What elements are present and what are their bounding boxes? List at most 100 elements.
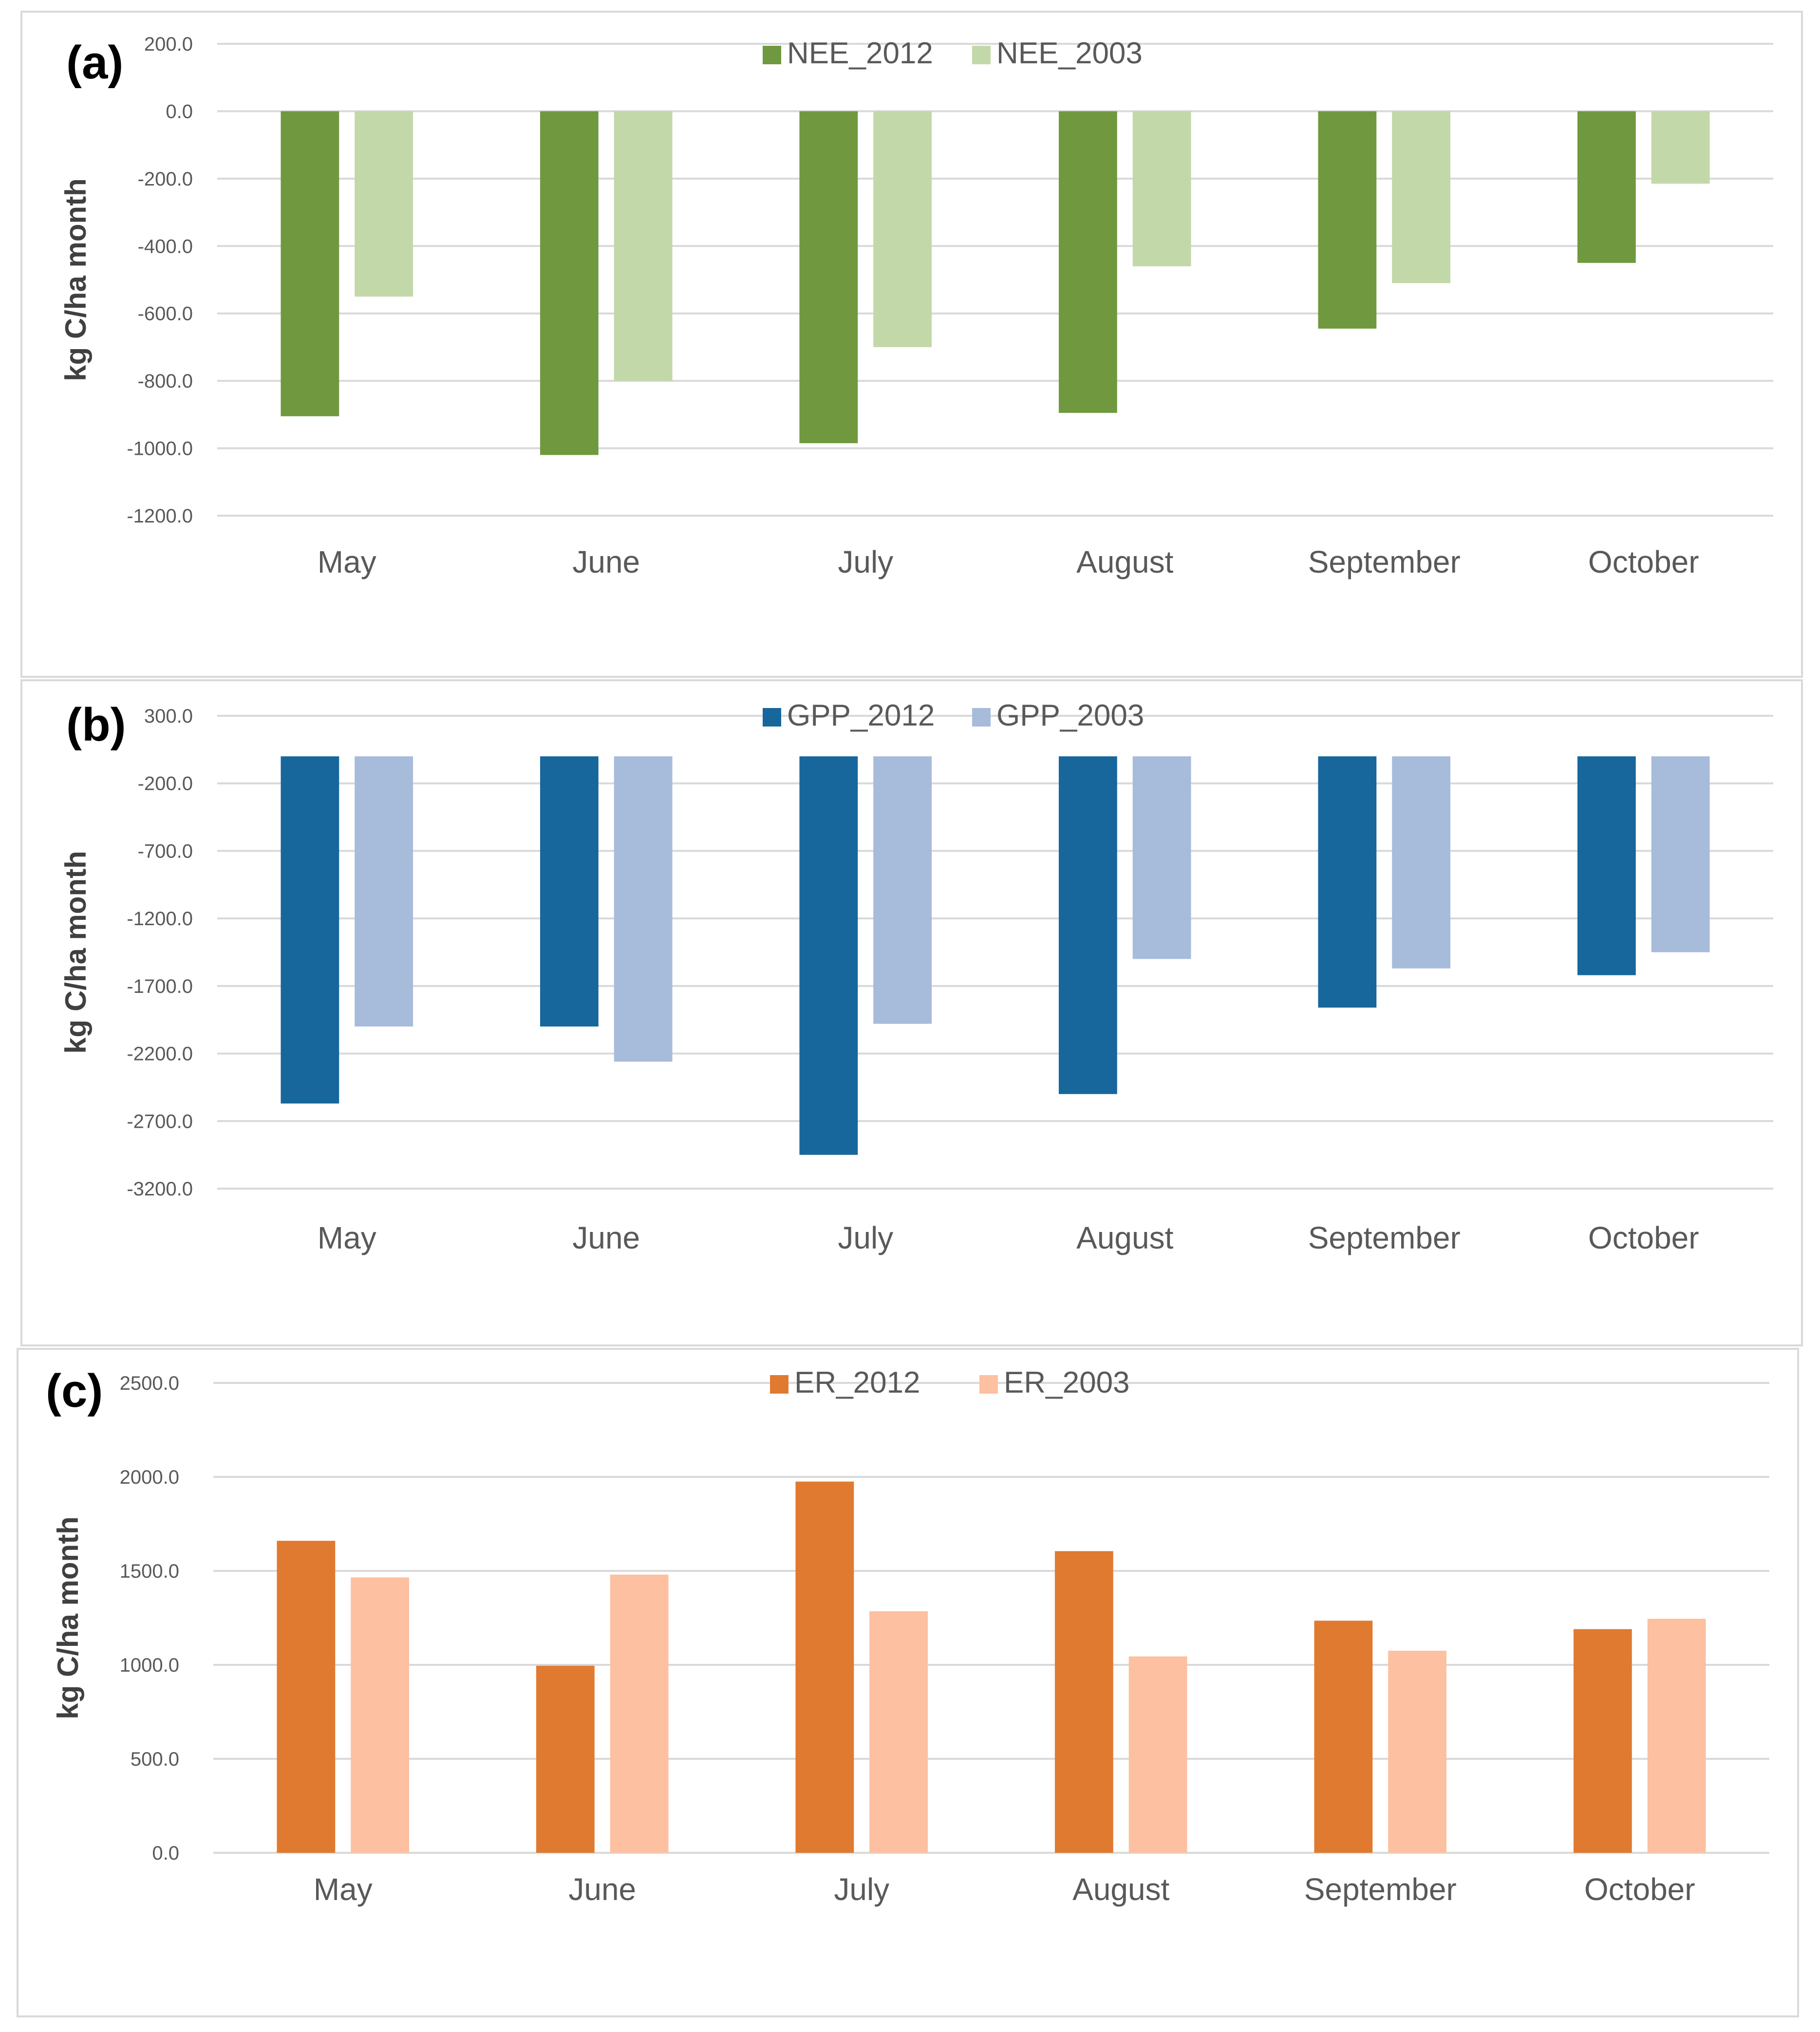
bar-gpp-2012-october [1577,756,1636,975]
y-axis-label: kg C/ha month [59,851,92,1054]
y-tick-label: 0.0 [152,1843,179,1864]
gpp-bar-chart: 300.0 -200.0 -700.0 -1200.0 -1700.0 -2200.0 -2… [59,699,1773,1255]
legend-label: GPP_2012 [787,699,935,732]
legend-swatch-er-2003 [979,1375,998,1394]
x-category-label: September [1304,1872,1457,1907]
bar-er-2012-august [1054,1551,1113,1853]
x-category-label: June [572,544,640,579]
x-category-label: August [1076,544,1173,579]
legend-label: GPP_2003 [996,699,1144,732]
y-tick-label: -1200.0 [127,505,193,527]
bar-nee-2012-september [1318,111,1377,329]
bar-gpp-2003-july [873,756,932,1024]
y-tick-label: -1000.0 [127,438,193,460]
er-bar-chart: 2500.0 2000.0 1500.0 1000.0 500.0 0.0 kg C/ha … [52,1366,1769,1907]
x-category-label: August [1076,1220,1173,1255]
panel-a-nee-chart: (a) 200.0 0.0 -200.0 -400.0 -600.0 -800.0 -100… [20,11,1803,678]
legend-label: NEE_2012 [787,37,933,70]
bar-nee-2012-october [1577,111,1636,263]
y-tick-label: -1200.0 [127,908,193,930]
x-category-label: July [834,1872,889,1907]
bar-er-2003-september [1388,1651,1447,1853]
x-category-label: May [318,544,376,579]
bar-nee-2012-july [799,111,858,444]
bar-nee-2012-may [281,111,339,416]
bar-nee-2003-june [614,111,673,381]
x-category-label: May [318,1220,376,1255]
legend-swatch-gpp-2003 [972,708,991,727]
y-tick-label: 2000.0 [120,1467,179,1488]
bar-gpp-2003-september [1392,756,1451,969]
panel-b-gpp-chart: (b) 300.0 -200.0 -700.0 -1200.0 -1700.0 -2200… [20,679,1803,1346]
y-tick-label: 2500.0 [120,1373,179,1394]
x-category-label: June [568,1872,636,1907]
x-category-label: October [1584,1872,1695,1907]
y-tick-label: 1000.0 [120,1655,179,1676]
bar-gpp-2003-june [614,756,673,1062]
bar-gpp-2003-august [1132,756,1191,959]
bar-nee-2003-july [873,111,932,347]
panel-label-a: (a) [66,37,124,89]
legend-swatch-gpp-2012 [763,708,781,727]
bar-er-2003-may [351,1577,410,1853]
bar-er-2003-june [610,1574,669,1853]
legend-swatch-nee-2012 [763,46,781,64]
x-category-label: August [1072,1872,1169,1907]
y-tick-label: -800.0 [138,371,193,392]
bar-nee-2012-june [540,111,599,455]
y-tick-label: 0.0 [166,101,193,122]
bar-nee-2003-august [1132,111,1191,266]
bar-nee-2003-may [355,111,413,297]
bar-nee-2003-september [1392,111,1451,283]
x-category-label: September [1308,544,1461,579]
y-tick-label: -3200.0 [127,1178,193,1200]
y-tick-label: -2700.0 [127,1111,193,1132]
y-tick-label: 300.0 [144,706,193,727]
bar-er-2012-may [277,1541,336,1853]
y-tick-label: 200.0 [144,34,193,55]
y-tick-label: -600.0 [138,303,193,325]
panel-label-b: (b) [66,699,126,751]
x-category-label: July [838,1220,893,1255]
bar-gpp-2012-september [1318,756,1377,1008]
panel-label-c: (c) [46,1365,103,1417]
legend-swatch-nee-2003 [972,46,991,64]
bar-er-2003-august [1128,1656,1187,1853]
bar-gpp-2003-may [355,756,413,1027]
bar-gpp-2012-august [1058,756,1117,1094]
y-tick-label: 1500.0 [120,1561,179,1582]
bar-er-2012-october [1573,1629,1632,1853]
y-tick-label: -700.0 [138,840,193,862]
bar-nee-2012-august [1058,111,1117,413]
bar-er-2012-july [795,1481,854,1853]
y-axis-label: kg C/ha month [59,178,92,381]
y-axis-label: kg C/ha month [52,1516,84,1719]
panel-c-er-chart: (c) 2500.0 2000.0 1500.0 1000.0 500.0 0.0 kg C… [17,1348,1799,2017]
bar-gpp-2012-may [281,756,339,1104]
legend-label: NEE_2003 [996,37,1143,70]
bar-er-2003-july [869,1611,928,1853]
bar-er-2012-september [1314,1621,1373,1853]
y-tick-label: -200.0 [138,773,193,795]
y-tick-label: 500.0 [131,1749,179,1770]
bar-gpp-2012-june [540,756,599,1027]
bar-er-2012-june [536,1665,595,1853]
bar-gpp-2003-october [1651,756,1710,952]
legend-label: ER_2003 [1004,1366,1130,1399]
y-tick-label: -400.0 [138,236,193,257]
bar-nee-2003-october [1651,111,1710,184]
bar-gpp-2012-july [799,756,858,1155]
legend-label: ER_2012 [794,1366,920,1399]
x-category-label: October [1588,1220,1699,1255]
x-category-label: September [1308,1220,1461,1255]
y-tick-label: -200.0 [138,168,193,190]
x-category-label: July [838,544,893,579]
nee-bar-chart: 200.0 0.0 -200.0 -400.0 -600.0 -800.0 -1000.0 -… [59,34,1773,579]
x-category-label: June [572,1220,640,1255]
y-tick-label: -2200.0 [127,1044,193,1065]
y-tick-label: -1700.0 [127,976,193,997]
x-category-label: May [314,1872,373,1907]
bar-er-2003-october [1647,1619,1706,1853]
legend-swatch-er-2012 [770,1375,788,1394]
x-category-label: October [1588,544,1699,579]
